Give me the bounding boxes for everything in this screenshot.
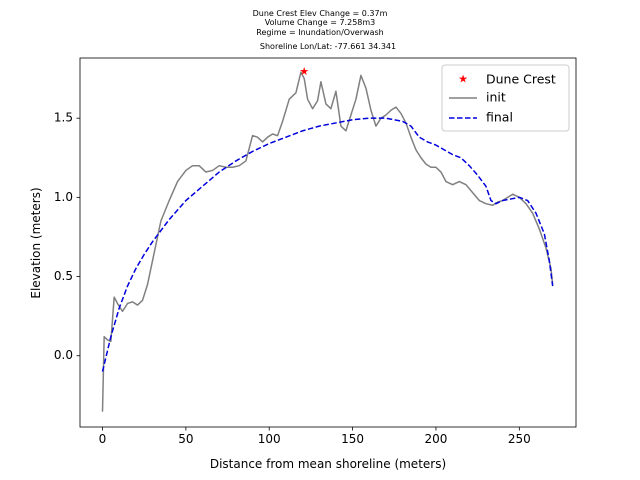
chart-title: Dune Crest Elev Change = 0.37m Volume Ch… xyxy=(253,9,396,51)
x-axis-ticks: 0 50 100 150 200 250 xyxy=(99,427,531,446)
y-axis-label: Elevation (meters) xyxy=(29,187,43,298)
legend-entry-dune-crest: ★ Dune Crest xyxy=(458,72,556,87)
series-line-init xyxy=(101,71,554,412)
y-tick-label: 0.0 xyxy=(54,348,73,362)
x-tick-label: 250 xyxy=(508,432,531,446)
y-tick-label: 0.5 xyxy=(54,269,73,283)
legend: ★ Dune Crest init final xyxy=(441,64,570,132)
x-tick-label: 200 xyxy=(424,432,447,446)
title-line-regime: Regime = Inundation/Overwash xyxy=(256,28,383,37)
title-line-volume-change: Volume Change = 7.258m3 xyxy=(265,18,376,27)
y-tick-label: 1.0 xyxy=(54,190,73,204)
x-tick-label: 150 xyxy=(341,432,364,446)
legend-label-init: init xyxy=(486,90,506,105)
series-layer xyxy=(101,71,554,412)
legend-label-final: final xyxy=(486,110,513,125)
x-axis-label: Distance from mean shoreline (meters) xyxy=(210,457,446,471)
legend-label-dune-crest: Dune Crest xyxy=(486,72,556,87)
y-tick-label: 1.5 xyxy=(54,111,73,125)
legend-entry-final: final xyxy=(449,110,513,125)
legend-box xyxy=(441,64,570,132)
x-tick-label: 0 xyxy=(99,432,107,446)
legend-star-icon: ★ xyxy=(458,74,468,86)
x-tick-label: 100 xyxy=(258,432,281,446)
series-line-final xyxy=(101,117,554,372)
title-line-crest-change: Dune Crest Elev Change = 0.37m xyxy=(253,9,388,18)
marker-layer: ★ xyxy=(299,66,309,78)
title-line-shoreline: Shoreline Lon/Lat: -77.661 34.341 xyxy=(260,42,396,51)
plot-frame xyxy=(79,57,577,428)
dune-crest-marker: ★ xyxy=(299,66,309,78)
y-axis-ticks: 0.0 0.5 1.0 1.5 xyxy=(54,111,80,362)
x-tick-label: 50 xyxy=(178,432,193,446)
legend-entry-init: init xyxy=(449,90,506,105)
